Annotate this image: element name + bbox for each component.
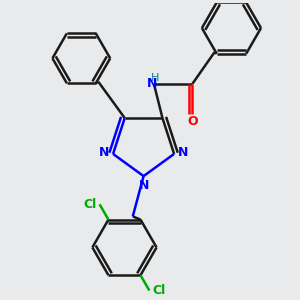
Text: N: N: [138, 178, 149, 192]
Text: N: N: [147, 77, 158, 90]
Text: N: N: [178, 146, 188, 159]
Text: H: H: [151, 73, 160, 83]
Text: Cl: Cl: [83, 198, 97, 211]
Text: Cl: Cl: [152, 284, 166, 297]
Text: N: N: [99, 146, 109, 159]
Text: O: O: [187, 115, 198, 128]
